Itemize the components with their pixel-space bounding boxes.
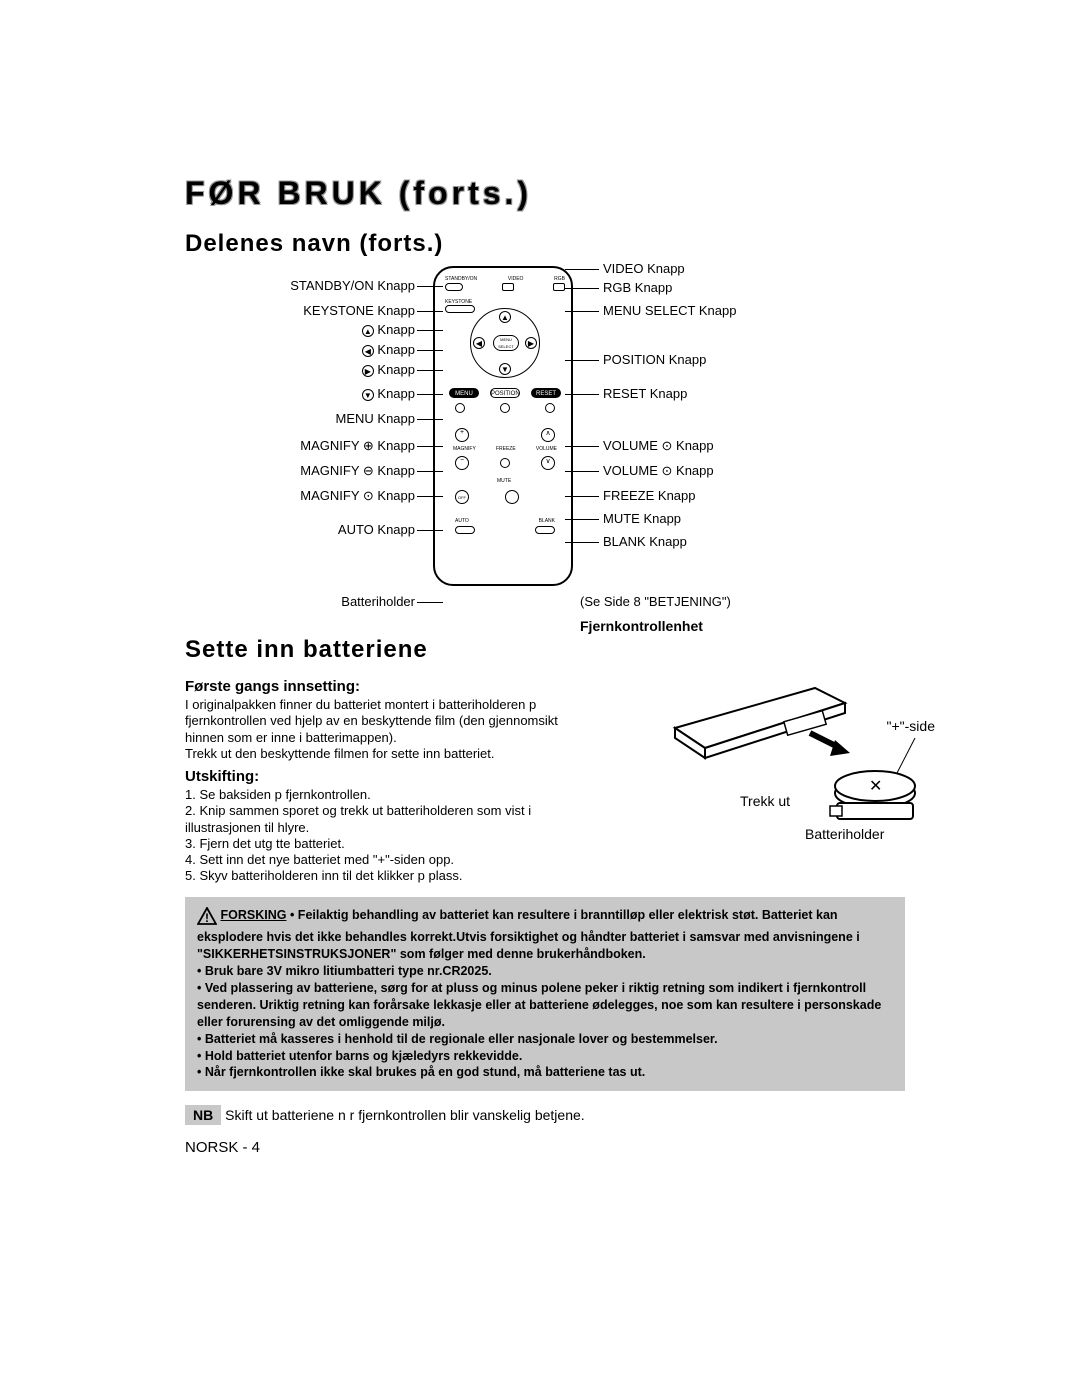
left-label: ▶ Knapp: [362, 362, 415, 377]
left-label: ◀ Knapp: [362, 342, 415, 357]
left-label: AUTO Knapp: [338, 522, 415, 537]
dpad-ring: ▲ ◀ ▶ ▼ MENU SELECT: [470, 308, 540, 378]
replace-steps: 1. Se baksiden p fjernkontrollen.2. Knip…: [185, 787, 645, 885]
menu-select-button[interactable]: MENU SELECT: [493, 335, 519, 351]
right-label: RESET Knapp: [603, 386, 687, 401]
first-insert-heading: Første gangs innsetting:: [185, 678, 645, 695]
nb-badge: NB: [185, 1105, 221, 1125]
btn-label: MAGNIFY: [453, 446, 476, 452]
small-button[interactable]: [455, 403, 465, 413]
small-button[interactable]: [545, 403, 555, 413]
left-label: MAGNIFY ⊙ Knapp: [300, 488, 415, 504]
right-label: MUTE Knapp: [603, 511, 681, 526]
plus-side-label: "+"-side: [887, 718, 935, 734]
left-label: ▼ Knapp: [362, 386, 415, 401]
right-label: RGB Knapp: [603, 280, 672, 295]
btn-label: VIDEO: [508, 276, 524, 282]
right-label: POSITION Knapp: [603, 352, 706, 367]
page-footer: NORSK - 4: [185, 1139, 905, 1156]
left-label: ▲ Knapp: [362, 322, 415, 337]
replace-heading: Utskifting:: [185, 768, 645, 785]
left-label: MAGNIFY ⊖ Knapp: [300, 463, 415, 479]
up-button[interactable]: ▲: [499, 311, 511, 323]
battery-illustration: ✕ "+"-side Trekk ut Batteriholder: [665, 678, 925, 848]
right-label: BLANK Knapp: [603, 534, 687, 549]
blank-button[interactable]: [535, 526, 555, 534]
right-label: VOLUME ⊙ Knapp: [603, 463, 714, 479]
svg-text:!: !: [205, 911, 209, 925]
right-label: VIDEO Knapp: [603, 261, 685, 276]
btn-label: RGB: [554, 276, 565, 282]
rgb-button[interactable]: [553, 283, 565, 291]
warning-box: ! FORSKING • Feilaktig behandling av bat…: [185, 897, 905, 1092]
see-page-ref: (Se Side 8 "BETJENING"): [580, 594, 731, 609]
svg-text:✕: ✕: [869, 778, 882, 795]
small-button[interactable]: [500, 403, 510, 413]
left-label: MAGNIFY ⊕ Knapp: [300, 438, 415, 454]
btn-label: BLANK: [539, 518, 555, 524]
first-insert-text: I originalpakken finner du batteriet mon…: [185, 697, 645, 762]
left-label: MENU Knapp: [336, 411, 415, 426]
btn-label: STANDBY/ON: [445, 276, 477, 282]
btn-label: VOLUME: [536, 446, 557, 452]
warning-text: • Feilaktig behandling av batteriet kan …: [197, 908, 860, 962]
standby-button[interactable]: [445, 283, 463, 291]
position-button[interactable]: POSITION: [490, 388, 520, 398]
magnify-plus-button[interactable]: +: [455, 428, 469, 442]
warning-lead: FORSKING: [220, 908, 286, 922]
auto-button[interactable]: [455, 526, 475, 534]
magnify-off-button[interactable]: OFF: [455, 490, 469, 504]
pull-out-label: Trekk ut: [740, 793, 790, 809]
reset-button[interactable]: RESET: [531, 388, 561, 398]
menu-button[interactable]: MENU: [449, 388, 479, 398]
main-title: FØR BRUK (forts.): [185, 175, 905, 212]
volume-up-button[interactable]: ∧: [541, 428, 555, 442]
btn-label: AUTO: [455, 518, 469, 524]
keystone-button[interactable]: [445, 305, 475, 313]
mute-button[interactable]: [505, 490, 519, 504]
nb-text: Skift ut batteriene n r fjernkontrollen …: [225, 1107, 585, 1123]
section-title-battery: Sette inn batteriene: [185, 636, 905, 664]
right-button[interactable]: ▶: [525, 337, 537, 349]
right-label: FREEZE Knapp: [603, 488, 696, 503]
nb-line: NB Skift ut batteriene n r fjernkontroll…: [185, 1105, 905, 1125]
right-label: MENU SELECT Knapp: [603, 303, 736, 318]
remote-caption: Fjernkontrollenhet: [580, 618, 703, 634]
btn-label: MUTE: [497, 478, 511, 484]
magnify-minus-button[interactable]: −: [455, 456, 469, 470]
remote-body: STANDBY/ON VIDEO RGB KEYSTONE ▲ ◀ ▶ ▼: [433, 266, 573, 586]
down-button[interactable]: ▼: [499, 363, 511, 375]
left-button[interactable]: ◀: [473, 337, 485, 349]
video-button[interactable]: [502, 283, 514, 291]
btn-label: FREEZE: [496, 446, 516, 452]
freeze-button[interactable]: [500, 458, 510, 468]
left-label: STANDBY/ON Knapp: [290, 278, 415, 293]
volume-down-button[interactable]: ∨: [541, 456, 555, 470]
holder-label: Batteriholder: [805, 826, 884, 842]
left-label: Batteriholder: [341, 594, 415, 609]
remote-diagram: STANDBY/ON VIDEO RGB KEYSTONE ▲ ◀ ▶ ▼: [185, 266, 905, 626]
right-label: VOLUME ⊙ Knapp: [603, 438, 714, 454]
left-label: KEYSTONE Knapp: [303, 303, 415, 318]
section-title-parts: Delenes navn (forts.): [185, 230, 905, 258]
warning-icon: !: [197, 907, 217, 930]
